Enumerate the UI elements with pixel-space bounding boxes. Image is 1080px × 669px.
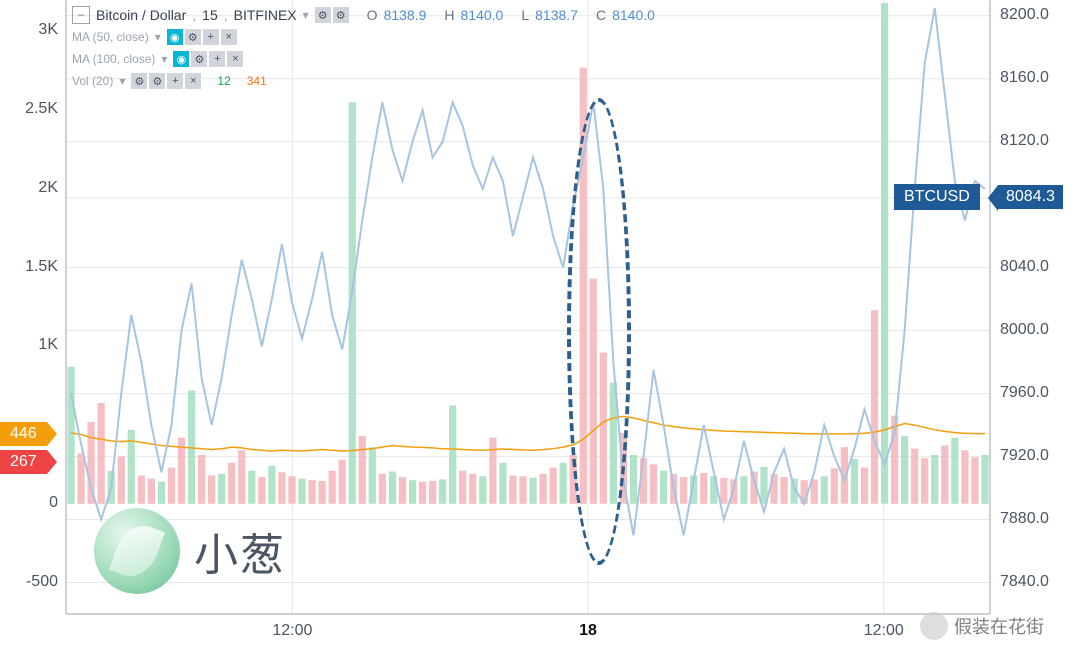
chevron-down-icon[interactable]: ▾ [303, 8, 309, 22]
vol-dn-val: 341 [247, 74, 267, 88]
gear-icon[interactable]: ⚙ [185, 29, 201, 45]
indicator-label: MA (50, close) [72, 30, 149, 44]
indicator-buttons: ◉⚙+× [173, 51, 243, 67]
chart-legend: – Bitcoin / Dollar , 15 , BITFINEX ▾ ⚙ ⚙… [72, 4, 655, 92]
right-axis-tick: 7880.0 [1000, 510, 1049, 528]
watermark-text: 小葱 [194, 519, 286, 583]
chevron-down-icon[interactable]: ▾ [119, 74, 125, 88]
eye-icon[interactable]: ◉ [167, 29, 183, 45]
plus-icon[interactable]: + [167, 73, 183, 89]
collapse-toggle-icon[interactable]: – [72, 6, 90, 24]
indicator-buttons: ◉⚙+× [167, 29, 237, 45]
x-icon[interactable]: × [227, 51, 243, 67]
leaf-icon [94, 508, 180, 594]
plus-icon[interactable]: + [203, 29, 219, 45]
exchange: BITFINEX [234, 7, 297, 23]
gear-icon[interactable]: ⚙ [131, 73, 147, 89]
interval: 15 [202, 7, 218, 23]
gear-icon[interactable]: ⚙ [333, 7, 349, 23]
annotation-ellipse [567, 98, 631, 566]
ohlc-h-label: H [444, 7, 454, 23]
left-axis-tick: 2K [0, 179, 58, 197]
eye-icon[interactable]: ◉ [173, 51, 189, 67]
vol-badge: 267 [0, 450, 47, 474]
left-axis-tick: -500 [0, 573, 58, 591]
symbol-quickbtns: ⚙ ⚙ [315, 7, 349, 23]
chevron-down-icon[interactable]: ▾ [161, 52, 167, 66]
indicator-buttons: ⚙⚙+× [131, 73, 201, 89]
indicator-row-vol[interactable]: Vol (20) ▾ ⚙⚙+× 12 341 [72, 70, 655, 92]
ohlc-o-label: O [367, 7, 378, 23]
symbol-row[interactable]: – Bitcoin / Dollar , 15 , BITFINEX ▾ ⚙ ⚙… [72, 4, 655, 26]
vol-up-val: 12 [217, 74, 230, 88]
chart-root: – Bitcoin / Dollar , 15 , BITFINEX ▾ ⚙ ⚙… [0, 0, 1080, 669]
left-axis-tick: 1K [0, 336, 58, 354]
ohlc-o: 8138.9 [384, 7, 427, 23]
right-axis-tick: 7840.0 [1000, 573, 1049, 591]
indicator-label: Vol (20) [72, 74, 113, 88]
pair-name: Bitcoin / Dollar [96, 7, 186, 23]
ohlc-c: 8140.0 [612, 7, 655, 23]
cog-icon[interactable]: ⚙ [149, 73, 165, 89]
right-axis-tick: 8160.0 [1000, 69, 1049, 87]
right-axis-tick: 8200.0 [1000, 6, 1049, 24]
right-axis-tick: 8000.0 [1000, 321, 1049, 339]
left-axis-tick: 3K [0, 21, 58, 39]
right-axis-tick: 7920.0 [1000, 447, 1049, 465]
symbol-badge: BTCUSD [894, 184, 980, 210]
indicator-row-ma100[interactable]: MA (100, close) ▾ ◉⚙+× [72, 48, 655, 70]
time-axis-tick: 18 [579, 622, 597, 640]
time-axis-tick: 12:00 [864, 622, 904, 640]
price-badge: 8084.3 [998, 185, 1063, 209]
gear-icon[interactable]: ⚙ [315, 7, 331, 23]
watermark-right: 假装在花街 [920, 612, 1044, 640]
watermark-text: 假装在花街 [954, 613, 1044, 639]
left-axis-tick: 2.5K [0, 100, 58, 118]
ohlc-l: 8138.7 [535, 7, 578, 23]
plus-icon[interactable]: + [209, 51, 225, 67]
right-axis-tick: 7960.0 [1000, 384, 1049, 402]
ohlc-h: 8140.0 [461, 7, 504, 23]
left-axis-tick: 1.5K [0, 258, 58, 276]
watermark-left: 小葱 [94, 508, 286, 594]
vol-badge: 446 [0, 422, 47, 446]
time-axis-tick: 12:00 [272, 622, 312, 640]
indicator-row-ma50[interactable]: MA (50, close) ▾ ◉⚙+× [72, 26, 655, 48]
x-icon[interactable]: × [185, 73, 201, 89]
x-icon[interactable]: × [221, 29, 237, 45]
right-axis-tick: 8040.0 [1000, 258, 1049, 276]
indicator-label: MA (100, close) [72, 52, 155, 66]
left-axis-tick: 0 [0, 494, 58, 512]
wechat-icon [920, 612, 948, 640]
right-axis-tick: 8120.0 [1000, 132, 1049, 150]
chevron-down-icon[interactable]: ▾ [155, 30, 161, 44]
ohlc-c-label: C [596, 7, 606, 23]
ohlc-l-label: L [521, 7, 529, 23]
gear-icon[interactable]: ⚙ [191, 51, 207, 67]
